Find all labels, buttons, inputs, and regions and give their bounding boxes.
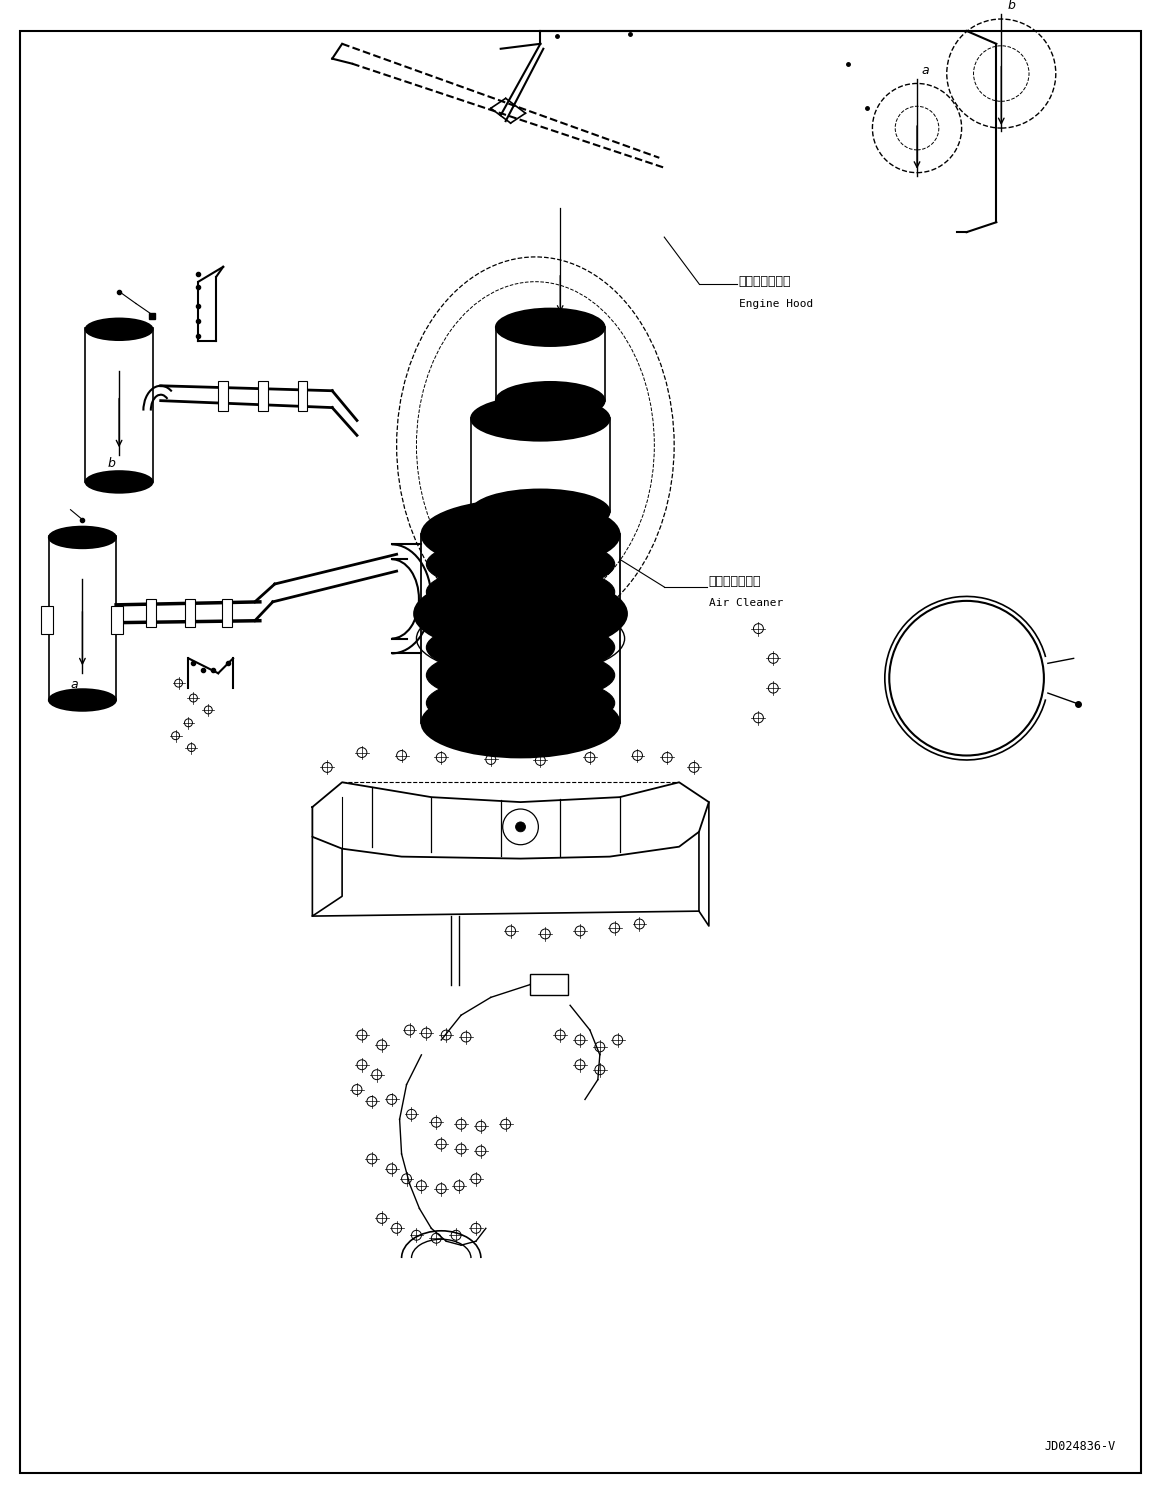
Ellipse shape [426,565,614,619]
Ellipse shape [471,397,610,441]
Circle shape [515,822,526,832]
Ellipse shape [426,675,614,731]
Ellipse shape [49,526,116,549]
Text: Air Cleaner: Air Cleaner [709,598,784,608]
Bar [86,328,153,482]
Ellipse shape [86,471,153,494]
Ellipse shape [49,689,116,711]
Ellipse shape [414,574,627,653]
Text: a: a [921,64,929,76]
Ellipse shape [471,489,610,534]
Text: JD024836-V: JD024836-V [1044,1440,1116,1452]
Ellipse shape [421,499,620,570]
Ellipse shape [421,689,620,757]
Bar [222,599,232,626]
Bar [258,380,268,410]
Bar [49,537,116,699]
Ellipse shape [86,319,153,340]
Bar [146,599,156,626]
Ellipse shape [496,382,605,419]
Ellipse shape [426,537,614,592]
Ellipse shape [496,309,605,346]
Bar [297,380,308,410]
Bar [186,599,195,626]
Text: a: a [71,678,78,692]
Ellipse shape [426,592,614,647]
Ellipse shape [426,620,614,675]
Bar [41,605,52,634]
Text: Engine Hood: Engine Hood [738,298,813,309]
Text: b: b [107,458,115,470]
Text: エンジンフード: エンジンフード [738,276,791,288]
Text: エアークリーナ: エアークリーナ [709,574,762,587]
Bar [218,380,228,410]
Text: b: b [1008,0,1015,12]
Ellipse shape [426,649,614,702]
Bar [531,974,568,996]
Bar [111,605,123,634]
